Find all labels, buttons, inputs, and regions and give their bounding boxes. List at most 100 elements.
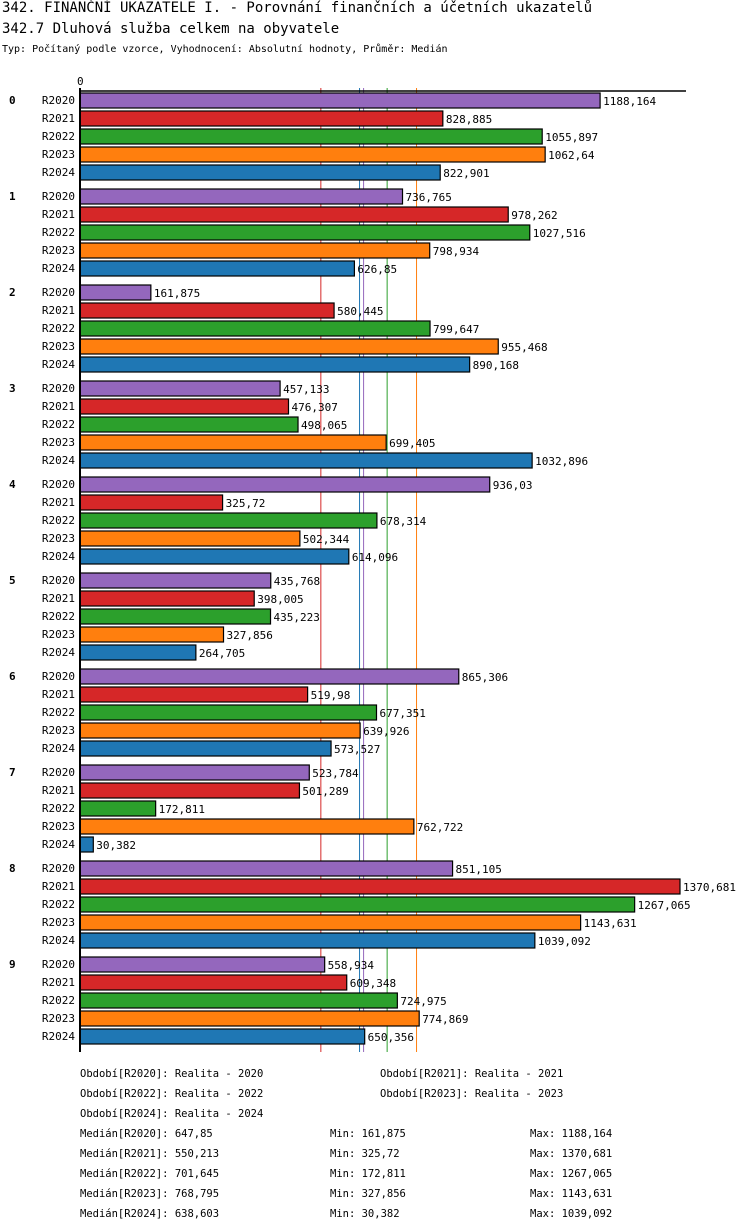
series-label: R2021 bbox=[42, 688, 75, 701]
data-label: 1039,092 bbox=[538, 935, 591, 948]
data-label: 736,765 bbox=[406, 191, 452, 204]
stat-min: Min: 172,811 bbox=[330, 1168, 406, 1180]
bar bbox=[79, 224, 531, 241]
bar bbox=[79, 146, 546, 163]
bar bbox=[79, 878, 681, 895]
series-label: R2023 bbox=[42, 1012, 75, 1025]
series-label: R2023 bbox=[42, 148, 75, 161]
bar bbox=[79, 320, 431, 337]
series-label: R2021 bbox=[42, 976, 75, 989]
legend-item: Období[R2020]: Realita - 2020 bbox=[80, 1068, 264, 1080]
data-label: 626,85 bbox=[357, 263, 397, 276]
data-label: 501,289 bbox=[302, 785, 348, 798]
bar bbox=[79, 434, 387, 451]
bar bbox=[79, 1028, 366, 1045]
bar bbox=[79, 590, 255, 607]
data-label: 558,934 bbox=[328, 959, 375, 972]
data-label: 639,926 bbox=[363, 725, 409, 738]
series-label: R2021 bbox=[42, 400, 75, 413]
bar bbox=[79, 896, 636, 913]
bar bbox=[79, 704, 378, 721]
data-label: 435,223 bbox=[274, 611, 320, 624]
data-label: 774,869 bbox=[422, 1013, 468, 1026]
bar bbox=[79, 914, 582, 931]
stat-max: Max: 1370,681 bbox=[530, 1148, 613, 1160]
data-label: 476,307 bbox=[291, 401, 337, 414]
bar bbox=[79, 992, 398, 1009]
data-label: 161,875 bbox=[154, 287, 200, 300]
data-label: 1027,516 bbox=[533, 227, 586, 240]
series-label: R2022 bbox=[42, 610, 75, 623]
stat-min: Min: 30,382 bbox=[330, 1208, 400, 1220]
bar bbox=[79, 92, 601, 109]
series-label: R2021 bbox=[42, 496, 75, 509]
series-label: R2023 bbox=[42, 820, 75, 833]
data-label: 865,306 bbox=[462, 671, 508, 684]
bar bbox=[79, 644, 197, 661]
data-label: 678,314 bbox=[380, 515, 427, 528]
legend-item: Období[R2021]: Realita - 2021 bbox=[380, 1068, 564, 1080]
data-label: 955,468 bbox=[501, 341, 547, 354]
series-label: R2020 bbox=[42, 574, 75, 587]
bar bbox=[79, 800, 157, 817]
series-label: R2021 bbox=[42, 784, 75, 797]
stat-min: Min: 327,856 bbox=[330, 1188, 406, 1200]
data-label: 498,065 bbox=[301, 419, 347, 432]
series-label: R2024 bbox=[42, 1030, 75, 1043]
bar bbox=[79, 284, 152, 301]
bar bbox=[79, 206, 509, 223]
stat-median: Medián[R2024]: 638,603 bbox=[80, 1208, 220, 1220]
bar bbox=[79, 818, 415, 835]
series-label: R2024 bbox=[42, 166, 75, 179]
data-label: 650,356 bbox=[368, 1031, 414, 1044]
data-label: 609,348 bbox=[350, 977, 396, 990]
series-label: R2020 bbox=[42, 670, 75, 683]
x-tick-label: 0 bbox=[77, 75, 84, 88]
series-label: R2024 bbox=[42, 262, 75, 275]
data-label: 580,445 bbox=[337, 305, 383, 318]
stat-min: Min: 325,72 bbox=[330, 1148, 400, 1160]
bar bbox=[79, 836, 94, 853]
bar bbox=[79, 686, 309, 703]
data-label: 398,005 bbox=[257, 593, 303, 606]
series-label: R2024 bbox=[42, 742, 75, 755]
data-label: 828,885 bbox=[446, 113, 492, 126]
data-label: 1188,164 bbox=[603, 95, 656, 108]
series-label: R2022 bbox=[42, 322, 75, 335]
data-label: 1370,681 bbox=[683, 881, 736, 894]
series-label: R2020 bbox=[42, 94, 75, 107]
series-label: R2023 bbox=[42, 436, 75, 449]
data-label: 851,105 bbox=[456, 863, 502, 876]
data-label: 523,784 bbox=[312, 767, 359, 780]
data-label: 325,72 bbox=[226, 497, 266, 510]
data-label: 936,03 bbox=[493, 479, 533, 492]
stat-median: Medián[R2022]: 701,645 bbox=[80, 1168, 220, 1180]
data-label: 1032,896 bbox=[535, 455, 588, 468]
category-label: 9 bbox=[9, 958, 16, 971]
series-label: R2020 bbox=[42, 190, 75, 203]
bar bbox=[79, 608, 272, 625]
series-label: R2022 bbox=[42, 994, 75, 1007]
category-label: 3 bbox=[9, 382, 16, 395]
legend-item: Období[R2024]: Realita - 2024 bbox=[80, 1108, 264, 1120]
bar bbox=[79, 530, 301, 547]
series-label: R2022 bbox=[42, 706, 75, 719]
data-label: 502,344 bbox=[303, 533, 350, 546]
data-label: 798,934 bbox=[433, 245, 480, 258]
data-label: 327,856 bbox=[227, 629, 273, 642]
series-label: R2024 bbox=[42, 550, 75, 563]
bar bbox=[79, 356, 471, 373]
bar bbox=[79, 494, 224, 511]
bar bbox=[79, 932, 536, 949]
series-label: R2021 bbox=[42, 112, 75, 125]
series-label: R2022 bbox=[42, 898, 75, 911]
bar bbox=[79, 242, 431, 259]
bar bbox=[79, 740, 332, 757]
bar bbox=[79, 338, 499, 355]
series-label: R2020 bbox=[42, 478, 75, 491]
category-label: 5 bbox=[9, 574, 16, 587]
bar bbox=[79, 398, 290, 415]
stat-max: Max: 1188,164 bbox=[530, 1128, 613, 1140]
legend-item: Období[R2022]: Realita - 2022 bbox=[80, 1088, 264, 1100]
